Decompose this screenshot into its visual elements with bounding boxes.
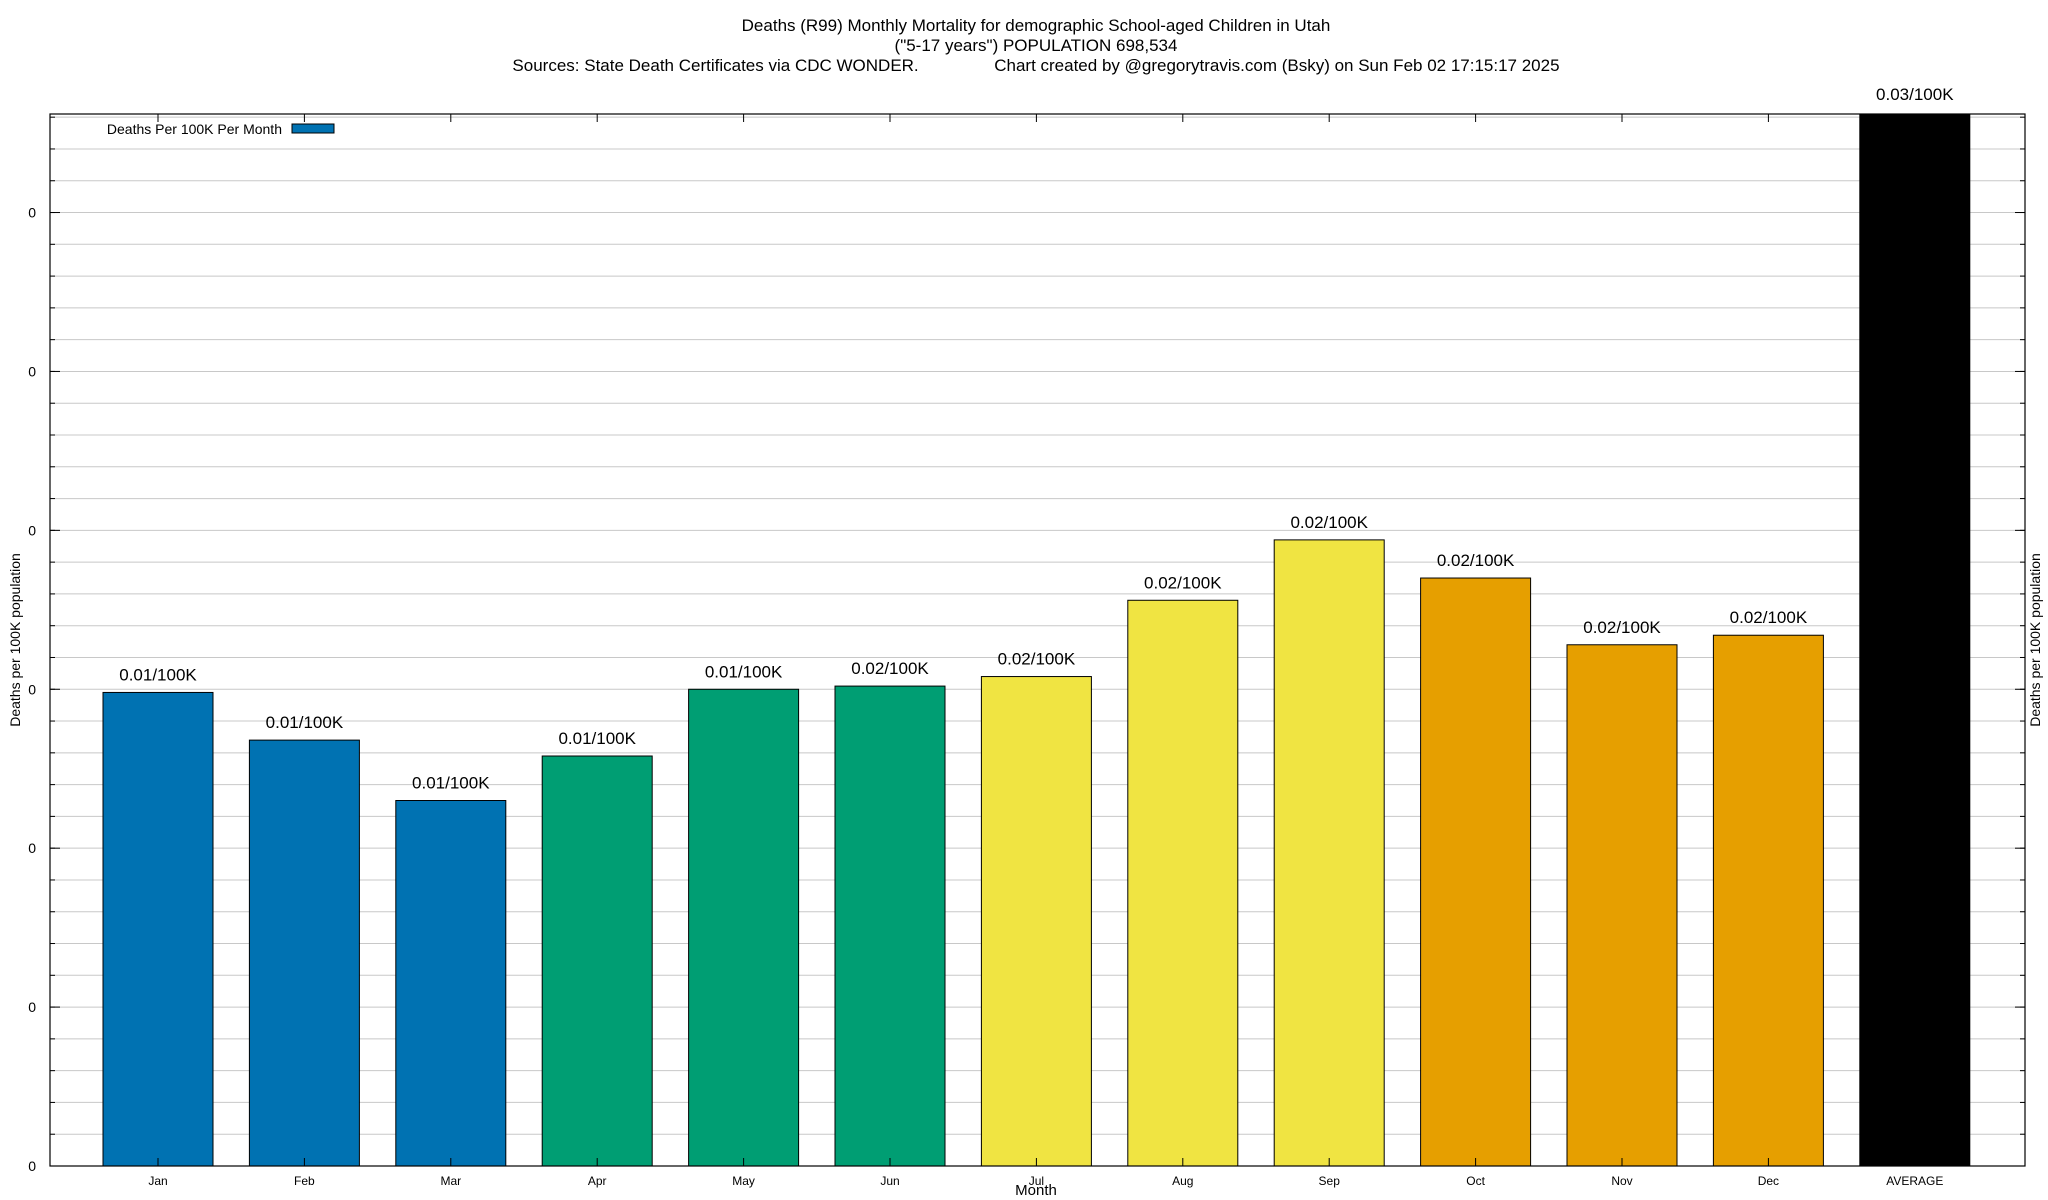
value-label-average: 0.03/100K: [1876, 85, 1954, 104]
y-tick-label: 0: [28, 681, 36, 697]
chart-title: Deaths (R99) Monthly Mortality for demog…: [512, 16, 1559, 75]
plot-frame: [49, 113, 2026, 1167]
bar-sep: [1273, 539, 1385, 1167]
y-axis-label: Deaths per 100K population: [7, 553, 23, 727]
x-tick-label-may: May: [732, 1174, 755, 1188]
x-tick-label-average: AVERAGE: [1886, 1174, 1943, 1188]
x-tick-label-feb: Feb: [294, 1174, 315, 1188]
value-label-jul: 0.02/100K: [998, 650, 1076, 669]
bar-may: [688, 688, 800, 1167]
bar-feb: [248, 739, 360, 1167]
y-tick-label: 0: [28, 840, 36, 856]
title-line-3: Sources: State Death Certificates via CD…: [512, 56, 1559, 75]
value-label-mar: 0.01/100K: [412, 774, 490, 793]
bar-nov: [1566, 644, 1678, 1167]
x-axis-ticks: Jan Feb Mar Apr May Jun Jul Aug Sep Oct Nov Dec AVER…: [148, 114, 1943, 1188]
value-label-apr: 0.01/100K: [558, 729, 636, 748]
x-tick-label-mar: Mar: [440, 1174, 461, 1188]
x-tick-label-aug: Aug: [1172, 1174, 1193, 1188]
bar-apr: [541, 755, 653, 1167]
y2-axis-label: Deaths per 100K population: [2027, 553, 2043, 727]
title-line-1: Deaths (R99) Monthly Mortality for demog…: [742, 16, 1331, 35]
title-line-2: ("5-17 years") POPULATION 698,534: [895, 36, 1178, 55]
y-tick-label: 0: [28, 205, 36, 221]
y-tick-label: 0: [28, 522, 36, 538]
value-label-jun: 0.02/100K: [851, 659, 929, 678]
bar-jul: [980, 676, 1092, 1167]
bar-average: [1859, 113, 1971, 1167]
plot-border: [49, 113, 2026, 1167]
y-tick-label: 0: [28, 1158, 36, 1174]
bar-dec: [1712, 634, 1824, 1167]
y-tick-label: 0: [28, 999, 36, 1015]
value-label-may: 0.01/100K: [705, 662, 783, 681]
x-tick-label-jul: Jul: [1029, 1174, 1044, 1188]
x-tick-label-jan: Jan: [148, 1174, 167, 1188]
bar-jun: [834, 685, 946, 1167]
x-tick-label-jun: Jun: [880, 1174, 899, 1188]
bar-oct: [1420, 577, 1532, 1167]
x-axis-label: Month: [1015, 1182, 1057, 1199]
bar-jan: [102, 691, 214, 1167]
y-tick-label: 0: [28, 363, 36, 379]
value-label-sep: 0.02/100K: [1290, 513, 1368, 532]
bar-aug: [1127, 599, 1239, 1167]
x-tick-label-oct: Oct: [1466, 1174, 1485, 1188]
value-label-oct: 0.02/100K: [1437, 551, 1515, 570]
x-tick-label-sep: Sep: [1319, 1174, 1341, 1188]
y-axis-ticks: 0 0 0 0 0 0 0: [28, 116, 2025, 1174]
legend: Deaths Per 100K Per Month: [107, 121, 335, 137]
bar-value-labels: 0.01/100K 0.01/100K 0.01/100K 0.01/100K 0.01…: [119, 85, 1954, 793]
value-label-feb: 0.01/100K: [266, 713, 344, 732]
value-label-dec: 0.02/100K: [1730, 608, 1808, 627]
value-label-nov: 0.02/100K: [1583, 618, 1661, 637]
bars: [102, 113, 1971, 1167]
x-tick-label-apr: Apr: [588, 1174, 607, 1188]
legend-swatch: [291, 123, 335, 134]
bar-mar: [395, 800, 507, 1167]
x-tick-label-dec: Dec: [1758, 1174, 1779, 1188]
legend-label: Deaths Per 100K Per Month: [107, 121, 282, 137]
value-label-aug: 0.02/100K: [1144, 573, 1222, 592]
value-label-jan: 0.01/100K: [119, 665, 197, 684]
x-tick-label-nov: Nov: [1611, 1174, 1632, 1188]
